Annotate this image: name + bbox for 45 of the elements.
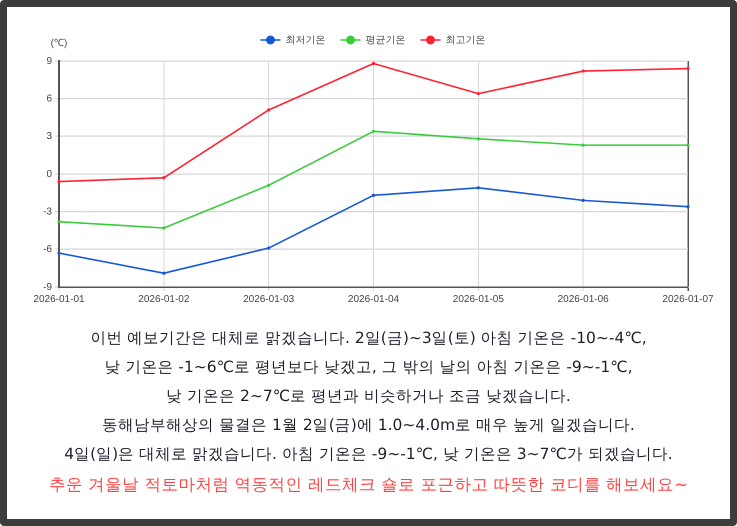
point [372, 62, 376, 66]
x-tick-label: 2026-01-03 [243, 294, 295, 305]
point [372, 194, 376, 197]
point [57, 252, 61, 255]
y-tick-label: -3 [43, 206, 52, 218]
y-tick-label: 0 [46, 168, 52, 180]
point [476, 186, 480, 190]
point [686, 205, 690, 208]
y-tick-label: -6 [43, 244, 52, 256]
legend-label: 평균기온 [366, 34, 406, 46]
text: 4일(일)은 대체로 맑겠습니다. 아침 기온은 -9~-1℃, 낮 기온은 3~7℃가 되겠습니다. [63, 444, 674, 465]
legend-label: 최저기온 [286, 34, 326, 46]
point [686, 144, 690, 147]
y-tick-label: -9 [43, 282, 52, 293]
y-tick-label: 3 [46, 131, 52, 142]
point [57, 220, 61, 224]
y-tick-label: 9 [46, 56, 52, 67]
point [372, 130, 376, 133]
point [162, 226, 166, 230]
point [57, 180, 61, 184]
point [162, 272, 166, 275]
text: 동해남부해상의 물결은 1월 2일(금)에 1.0~4.0m로 매우 높게 일겠습니다. [101, 415, 636, 436]
point [267, 246, 270, 250]
y-tick-label: 6 [46, 93, 52, 104]
x-tick-label: 2026-01-02 [138, 294, 190, 305]
point [476, 137, 480, 140]
point [686, 66, 690, 70]
text: 낮 기온은 -1~6℃로 평년보다 낮겠고, 그 밖의 날의 아침 기온은 -9~-1℃, [103, 357, 634, 378]
x-tick-label: 2026-01-06 [558, 294, 610, 305]
x-tick-label: 2026-01-07 [662, 294, 714, 305]
point [582, 144, 585, 147]
x-tick-label: 2026-01-05 [452, 294, 504, 305]
y-axis-title: (℃) [50, 38, 68, 49]
legend-label: 최고기온 [446, 34, 486, 46]
text: 이번 예보기간은 대체로 맑겠습니다. 2일(금)~3일(토) 아침 기온은 -10~-4℃, [89, 328, 648, 349]
x-tick-label: 2026-01-01 [33, 294, 86, 305]
point [162, 176, 166, 180]
point [582, 69, 585, 73]
text: 추운 겨울날 적토마처럼 역동적인 레드체크 숄로 포근하고 따뜻한 코디를 해보세요~ [48, 474, 690, 496]
x-tick-label: 2026-01-04 [348, 294, 400, 305]
point [267, 108, 270, 112]
point [582, 198, 585, 202]
text: 낮 기온은 2~7℃로 평년과 비슷하거나 조금 낮겠습니다. [165, 386, 572, 407]
point [476, 92, 480, 96]
point [267, 184, 270, 187]
